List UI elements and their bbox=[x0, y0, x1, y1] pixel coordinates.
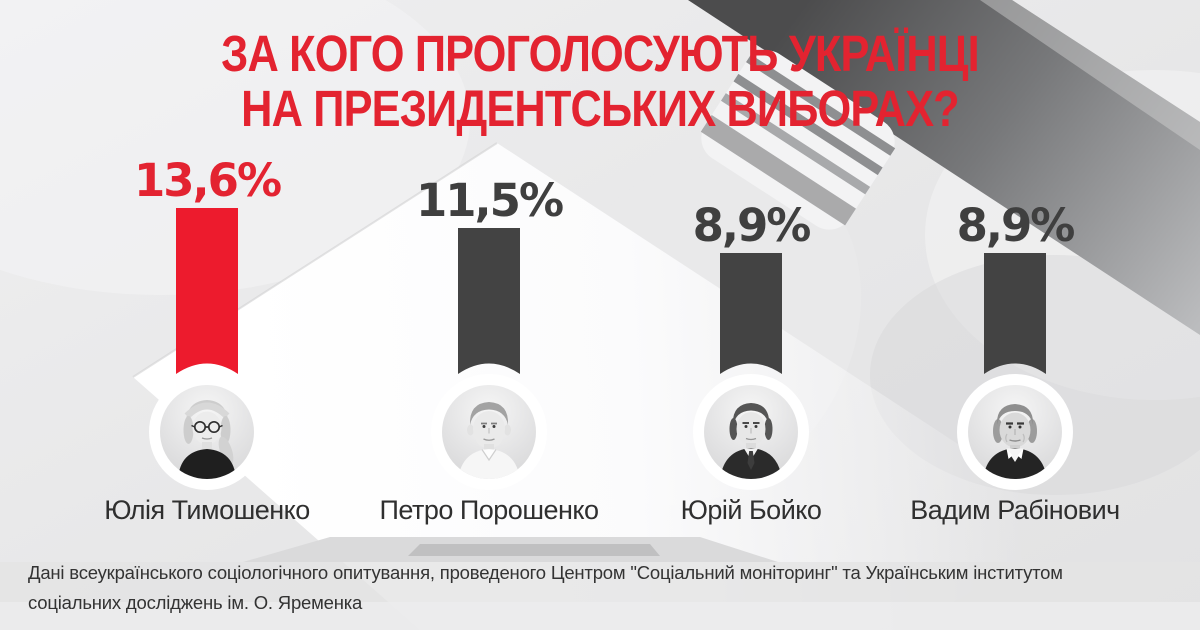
avatar-rabinovich bbox=[968, 385, 1062, 479]
ballot-box-slot bbox=[408, 544, 660, 556]
candidate-name: Юлія Тимошенко bbox=[104, 495, 310, 525]
percent-label: 8,9% bbox=[956, 199, 1076, 252]
source-note-line1: Дані всеукраїнського соціологічного опит… bbox=[28, 562, 1063, 583]
bg-highlight-left bbox=[0, 0, 470, 295]
avatar-tymoshenko bbox=[160, 385, 254, 479]
percent-label: 11,5% bbox=[415, 174, 564, 227]
percent-label: 8,9% bbox=[692, 199, 812, 252]
bg-bottom-strip bbox=[0, 602, 1200, 630]
page-title: ЗА КОГО ПРОГОЛОСУЮТЬ УКРАЇНЦІ НА ПРЕЗИДЕ… bbox=[0, 26, 1200, 136]
page-title-line1: ЗА КОГО ПРОГОЛОСУЮТЬ УКРАЇНЦІ bbox=[221, 25, 979, 82]
page-title-line2: НА ПРЕЗИДЕНТСЬКИХ ВИБОРАХ? bbox=[241, 80, 959, 137]
portrait-boyko-icon bbox=[720, 403, 782, 479]
portrait-rabinovich-icon bbox=[983, 404, 1047, 479]
candidate-name: Вадим Рабінович bbox=[910, 495, 1120, 525]
bar-boyko bbox=[720, 253, 782, 374]
source-note-line2: соціальних досліджень ім. О. Яременка bbox=[28, 592, 363, 613]
avatar-boyko bbox=[704, 385, 798, 479]
bar-rabinovich bbox=[984, 253, 1046, 374]
bar-tymoshenko bbox=[176, 208, 238, 374]
candidate-column-boyko: 8,9% Юрій Бойко bbox=[631, 0, 871, 630]
portrait-poroshenko-icon bbox=[458, 402, 520, 479]
source-note: Дані всеукраїнського соціологічного опит… bbox=[28, 558, 1172, 618]
sleeve-highlight bbox=[980, 0, 1200, 150]
avatar-poroshenko bbox=[442, 385, 536, 479]
candidate-name: Юрій Бойко bbox=[680, 495, 822, 525]
bar-poroshenko bbox=[458, 228, 520, 374]
candidate-name: Петро Порошенко bbox=[379, 495, 599, 525]
portrait-tymoshenko-icon bbox=[178, 400, 236, 479]
shirt-cuff bbox=[700, 50, 896, 230]
bg-fist-shadow bbox=[870, 255, 1200, 495]
candidate-column-tymoshenko: 13,6% Юлія Тимошенко bbox=[87, 0, 327, 630]
candidate-column-rabinovich: 8,9% Вади bbox=[895, 0, 1135, 630]
ballot-paper bbox=[133, 143, 1085, 630]
candidate-column-poroshenko: 11,5% Петро Порошенко bbox=[369, 0, 609, 630]
percent-label: 13,6% bbox=[133, 154, 282, 207]
